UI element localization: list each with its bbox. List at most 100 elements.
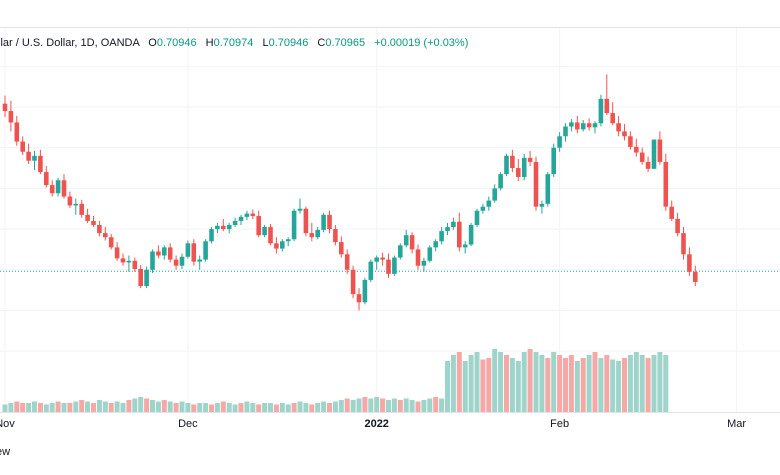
- candle-body: [179, 256, 185, 266]
- volume-bar: [191, 404, 197, 412]
- volume-bar: [657, 352, 663, 412]
- low-label: L: [262, 37, 269, 49]
- candle-body: [120, 258, 126, 263]
- candle-body: [38, 155, 43, 173]
- volume-bar: [2, 404, 8, 412]
- candle-body: [55, 180, 61, 194]
- volume-bar: [155, 401, 161, 412]
- volume-bar: [338, 400, 344, 412]
- candle-body: [557, 136, 562, 148]
- volume-bar: [509, 358, 515, 412]
- candle-body: [403, 235, 409, 246]
- candle-body: [114, 247, 120, 259]
- volume-bar: [8, 403, 14, 412]
- volume-bar: [209, 404, 214, 412]
- candle-body: [639, 152, 645, 162]
- candle-body: [350, 269, 356, 295]
- volume-bar: [586, 355, 592, 412]
- candle-body: [8, 111, 14, 123]
- volume-bar: [285, 404, 291, 412]
- volume-bar: [633, 352, 639, 412]
- candle-body: [167, 247, 173, 260]
- volume-bar: [37, 403, 43, 412]
- volume-bar: [73, 401, 79, 412]
- volume-bar: [238, 403, 244, 412]
- volume-bar: [161, 400, 167, 412]
- x-tick-label: Mar: [727, 418, 746, 430]
- candle-body: [108, 237, 114, 248]
- candle-body: [285, 239, 291, 242]
- volume-bar: [468, 355, 474, 412]
- volume-bar: [197, 403, 203, 412]
- volume-bar: [268, 403, 273, 412]
- candle-body: [197, 259, 202, 262]
- volume-bar: [486, 358, 492, 412]
- volume-bar: [639, 355, 645, 412]
- candle-body: [232, 220, 238, 225]
- candle-body: [462, 244, 468, 248]
- volume-bar: [96, 400, 102, 412]
- candle-body: [85, 214, 90, 221]
- volume-bar: [150, 400, 155, 412]
- volume-bar: [527, 349, 533, 412]
- volume-bar: [262, 403, 268, 412]
- candle-body: [575, 122, 580, 130]
- volume-bar: [232, 404, 238, 412]
- candle-body: [209, 229, 214, 242]
- candle-body: [439, 231, 444, 242]
- volume-bar: [273, 404, 279, 412]
- volume-bar: [598, 358, 604, 412]
- candle-body: [533, 161, 539, 207]
- symbol-label[interactable]: llar / U.S. Dollar, 1D, OANDA: [0, 37, 140, 49]
- candle-body: [604, 98, 610, 114]
- candle-body: [339, 242, 344, 255]
- candle-body: [498, 174, 503, 189]
- volume-bar: [303, 403, 309, 412]
- candle-body: [634, 146, 639, 153]
- volume-bar: [421, 400, 427, 412]
- candle-body: [504, 155, 509, 175]
- candle-body: [203, 241, 208, 260]
- candle-body: [103, 233, 108, 238]
- candle-body: [427, 247, 433, 261]
- volume-bar: [332, 401, 338, 412]
- candle-body: [238, 216, 244, 221]
- volume-bar: [427, 398, 433, 412]
- candle-body: [687, 254, 692, 272]
- candle-body: [315, 229, 320, 238]
- candle-body: [244, 213, 250, 217]
- low-value: 0.70946: [268, 37, 309, 49]
- candle-body: [14, 122, 20, 142]
- candle-body: [451, 221, 456, 228]
- candle-body: [651, 139, 657, 169]
- bottom-nav-label[interactable]: ew: [0, 446, 11, 458]
- volume-bar: [616, 361, 622, 412]
- volume-bar: [167, 401, 173, 412]
- volume-bar: [144, 398, 150, 412]
- candle-body: [433, 241, 438, 248]
- candle-body: [226, 225, 232, 230]
- x-tick-label: Feb: [550, 418, 569, 430]
- volume-bar: [362, 397, 368, 412]
- candle-body: [126, 260, 132, 263]
- ohlc-legend: llar / U.S. Dollar, 1D, OANDA O0.70946 H…: [0, 35, 468, 51]
- top-divider: [0, 27, 780, 28]
- candle-body: [657, 139, 663, 162]
- volume-bar: [409, 400, 415, 412]
- candle-body: [268, 227, 273, 244]
- candle-body: [61, 180, 67, 197]
- volume-bar: [114, 401, 120, 412]
- volume-bar: [450, 355, 456, 412]
- volume-bar: [492, 349, 498, 412]
- volume-bar: [327, 403, 332, 412]
- x-tick-label: 2022: [364, 418, 388, 430]
- candle-body: [628, 136, 633, 147]
- volume-bar: [309, 404, 315, 412]
- high-value: 0.70974: [213, 37, 254, 49]
- volume-bar: [627, 355, 633, 412]
- candle-body: [663, 161, 669, 207]
- candle-body: [693, 271, 698, 282]
- candle-body: [356, 294, 362, 303]
